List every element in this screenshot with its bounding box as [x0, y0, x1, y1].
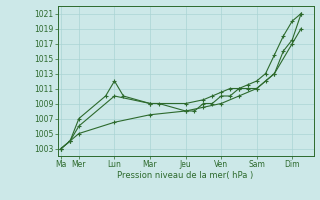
X-axis label: Pression niveau de la mer( hPa ): Pression niveau de la mer( hPa ) [117, 171, 254, 180]
